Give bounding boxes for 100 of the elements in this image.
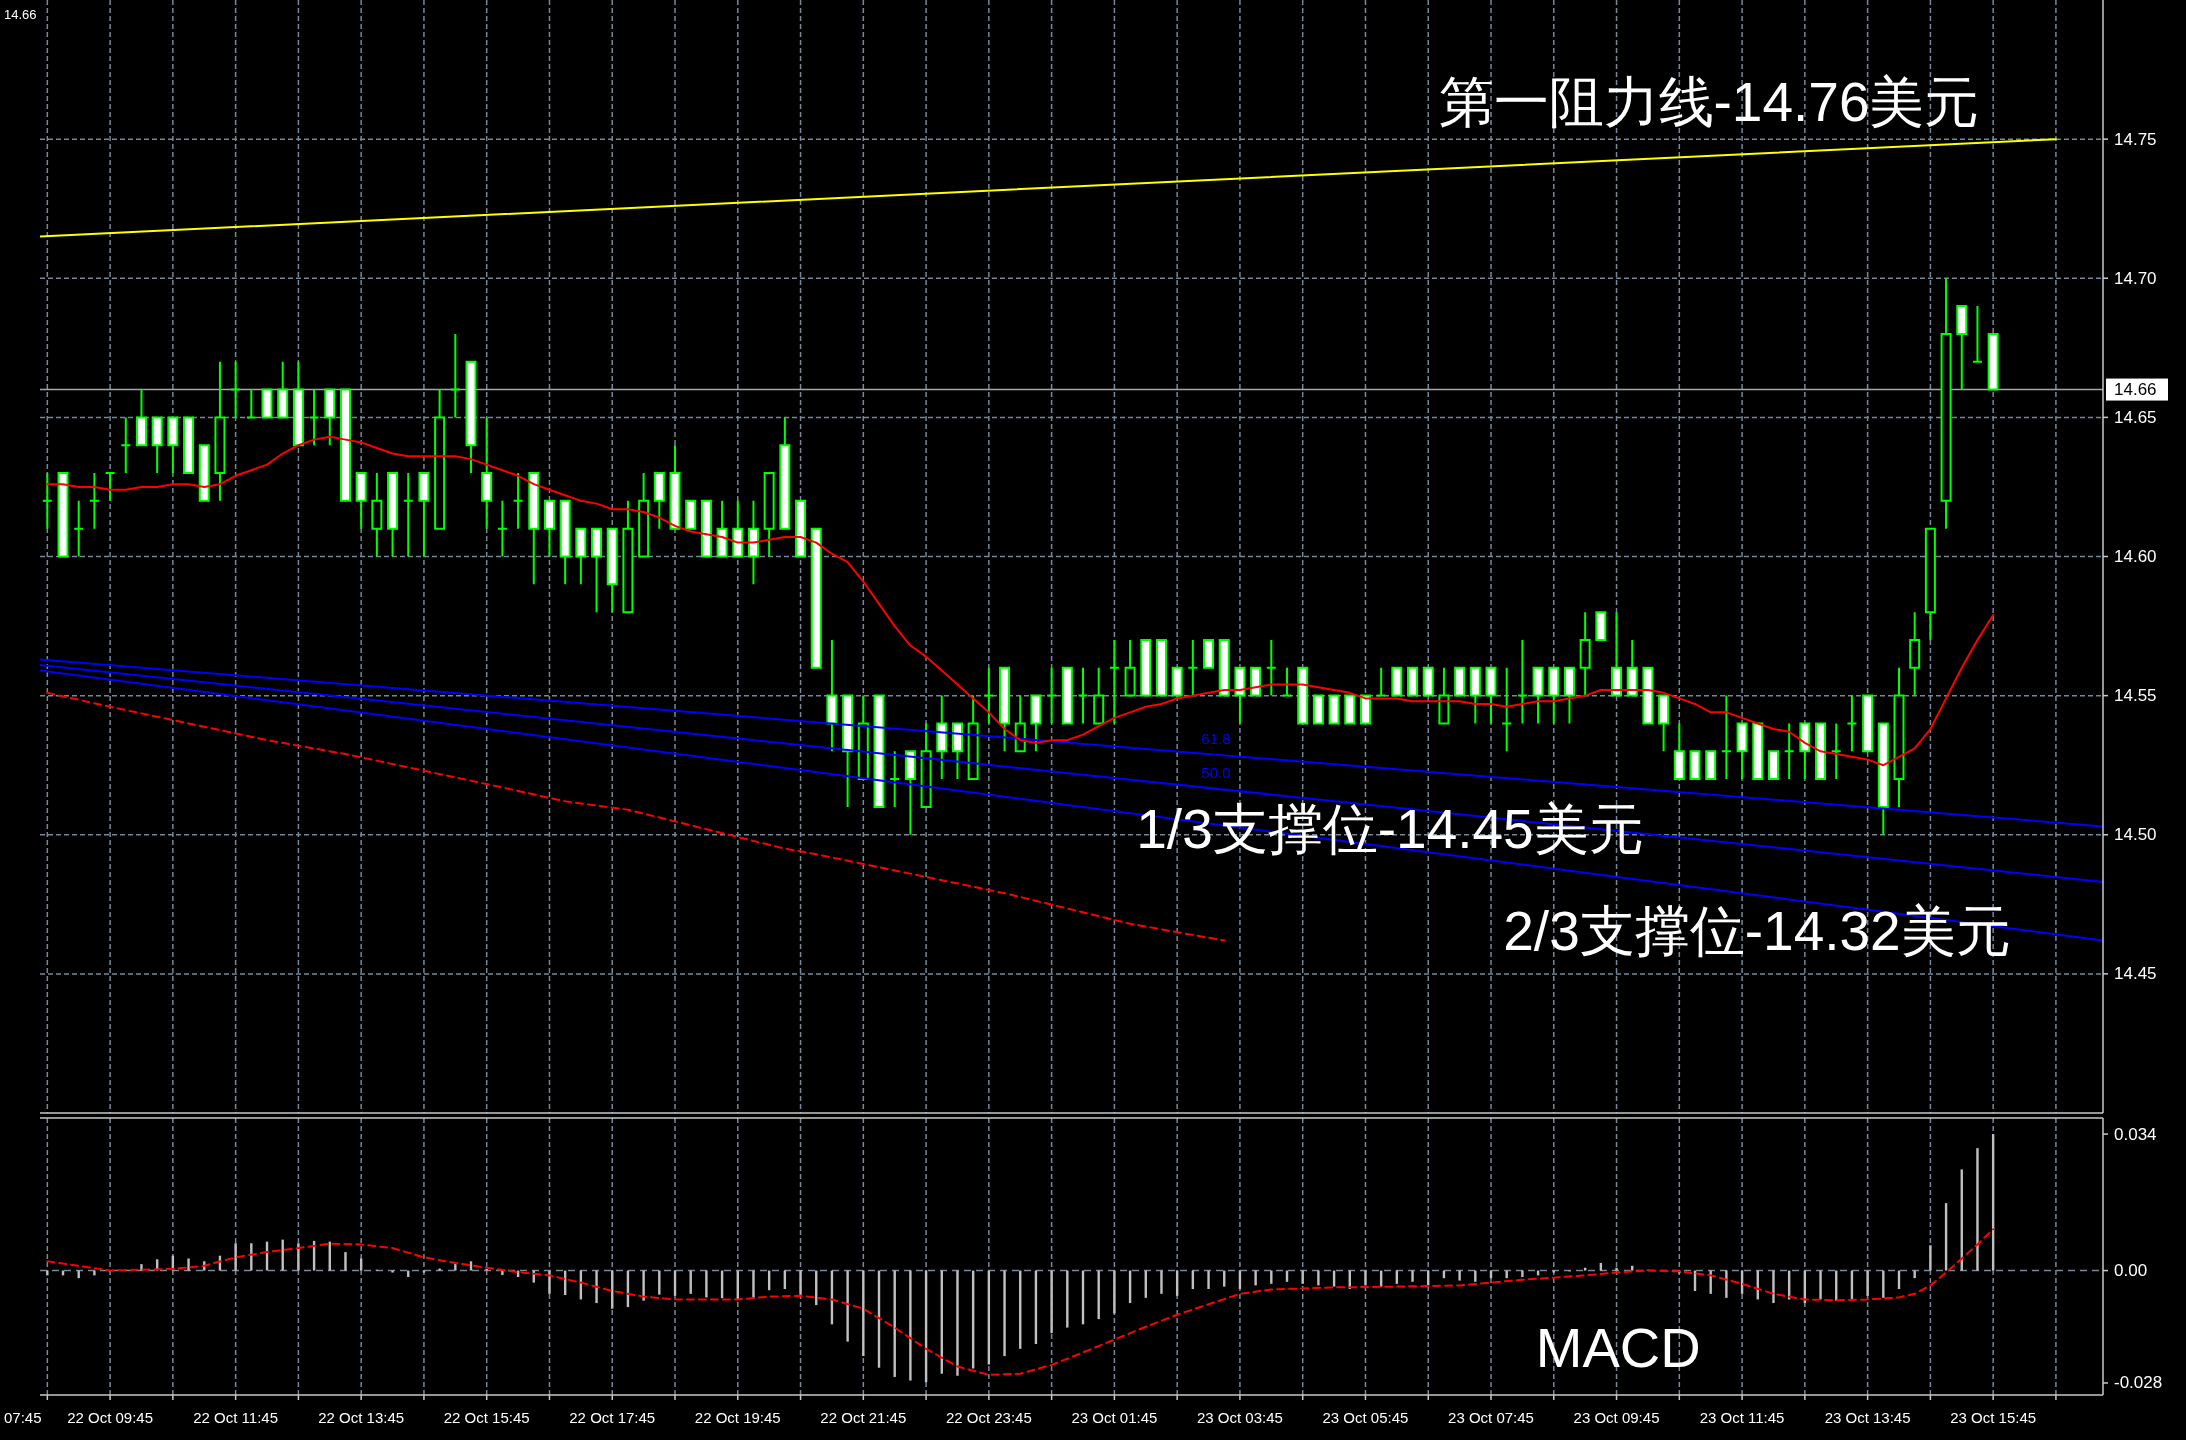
candlestick bbox=[1846, 694, 1858, 753]
candlestick bbox=[496, 499, 508, 558]
candlestick bbox=[1783, 722, 1795, 781]
bar bbox=[1913, 1270, 1916, 1279]
annotation: 第一阻力线-14.76美元 bbox=[1438, 71, 1980, 133]
x-tick-label: 22 Oct 15:45 bbox=[443, 1408, 530, 1426]
text: 14.66 bbox=[4, 6, 37, 22]
candlestick bbox=[1077, 666, 1089, 725]
candlestick bbox=[1297, 666, 1309, 725]
candlestick bbox=[230, 360, 242, 419]
candlestick bbox=[889, 750, 901, 808]
y-tick-label: 14.65 bbox=[2114, 407, 2157, 427]
candlestick bbox=[1987, 332, 1999, 391]
bar bbox=[1725, 1270, 1728, 1298]
bar bbox=[1254, 1270, 1257, 1286]
y-tick-label: 0.00 bbox=[2114, 1261, 2148, 1281]
text: 07:45 bbox=[4, 1408, 42, 1426]
candlestick bbox=[120, 416, 132, 475]
x-tick-label: 23 Oct 15:45 bbox=[1950, 1408, 2037, 1426]
candlestick bbox=[1359, 694, 1371, 725]
y-tick-label: 14.75 bbox=[2114, 129, 2157, 149]
candlestick bbox=[1595, 611, 1607, 641]
bar bbox=[438, 1268, 441, 1271]
x-tick-label: 23 Oct 09:45 bbox=[1573, 1408, 1660, 1426]
candlestick bbox=[716, 499, 728, 558]
candlestick bbox=[826, 638, 838, 753]
bar bbox=[1976, 1148, 1979, 1271]
bar bbox=[1160, 1270, 1163, 1294]
candlestick bbox=[292, 360, 304, 447]
bar bbox=[595, 1270, 598, 1304]
candlestick bbox=[1767, 750, 1779, 781]
candlestick bbox=[277, 360, 289, 419]
candlestick bbox=[1642, 666, 1654, 725]
candlestick bbox=[308, 388, 320, 447]
candlestick bbox=[1407, 666, 1419, 697]
bar bbox=[956, 1270, 959, 1376]
candlestick bbox=[747, 499, 759, 586]
bar bbox=[1458, 1270, 1461, 1281]
candlestick bbox=[795, 499, 807, 558]
bar bbox=[1270, 1270, 1273, 1284]
candlestick bbox=[873, 694, 885, 808]
y-tick-label: -0.028 bbox=[2114, 1373, 2163, 1393]
candlestick bbox=[622, 499, 634, 614]
candlestick bbox=[1956, 305, 1968, 391]
candlestick bbox=[999, 666, 1011, 753]
candlestick bbox=[1469, 666, 1481, 725]
candlestick bbox=[904, 750, 916, 836]
candlestick bbox=[1924, 527, 1936, 641]
candlestick bbox=[324, 388, 336, 447]
candlestick bbox=[983, 666, 995, 725]
candlestick bbox=[1234, 666, 1246, 725]
bar bbox=[1097, 1270, 1100, 1320]
candlestick bbox=[1344, 694, 1356, 725]
candlestick bbox=[732, 499, 744, 558]
bar bbox=[909, 1270, 912, 1381]
candlestick bbox=[528, 472, 540, 586]
candlestick bbox=[465, 360, 477, 475]
candlestick bbox=[575, 527, 587, 586]
x-tick-label: 22 Oct 11:45 bbox=[193, 1408, 279, 1426]
candlestick bbox=[1658, 694, 1670, 753]
candlestick bbox=[1563, 666, 1575, 725]
candlestick bbox=[920, 722, 932, 808]
bar bbox=[1301, 1270, 1304, 1284]
candlestick bbox=[1909, 611, 1921, 697]
y-tick-label: 14.60 bbox=[2114, 547, 2157, 566]
x-tick-label: 23 Oct 03:45 bbox=[1196, 1408, 1283, 1426]
candlestick bbox=[559, 499, 571, 586]
bar bbox=[705, 1270, 708, 1298]
candlestick bbox=[1187, 638, 1199, 697]
candlestick bbox=[1720, 694, 1732, 781]
candlestick bbox=[355, 472, 367, 530]
candlestick bbox=[1626, 638, 1638, 697]
bar bbox=[1474, 1270, 1477, 1282]
bar bbox=[1772, 1270, 1775, 1304]
candlestick bbox=[842, 694, 854, 808]
candlestick bbox=[104, 472, 116, 502]
candlestick bbox=[1422, 666, 1434, 697]
bar bbox=[642, 1270, 645, 1301]
candlestick bbox=[951, 722, 963, 781]
candlestick bbox=[1391, 666, 1403, 697]
bar bbox=[93, 1270, 96, 1276]
candlestick bbox=[371, 472, 383, 558]
bar bbox=[548, 1270, 551, 1294]
candlestick bbox=[1203, 638, 1215, 669]
y-tick-label: 14.45 bbox=[2114, 964, 2157, 984]
bar bbox=[862, 1270, 865, 1357]
candlestick bbox=[543, 499, 555, 558]
candlestick bbox=[1093, 666, 1105, 725]
candlestick bbox=[1516, 638, 1528, 725]
candlestick bbox=[779, 416, 791, 530]
candlestick bbox=[183, 416, 195, 475]
y-tick-label: 14.55 bbox=[2114, 686, 2157, 706]
candlestick bbox=[1579, 611, 1591, 697]
candlestick bbox=[1061, 666, 1073, 725]
candlestick bbox=[1281, 666, 1293, 697]
candlestick bbox=[1736, 722, 1748, 781]
bar bbox=[391, 1270, 394, 1273]
bar bbox=[799, 1270, 802, 1295]
candlestick bbox=[1155, 638, 1167, 697]
candlestick bbox=[936, 694, 948, 781]
